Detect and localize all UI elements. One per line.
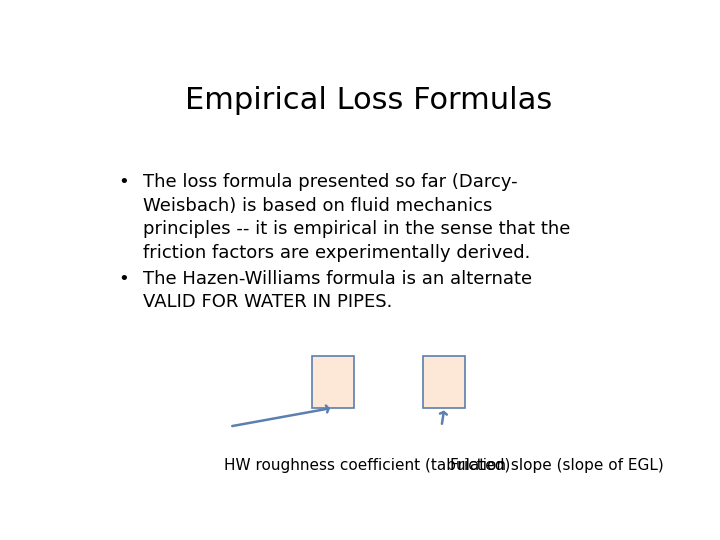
FancyBboxPatch shape	[312, 356, 354, 408]
Text: VALID FOR WATER IN PIPES.: VALID FOR WATER IN PIPES.	[143, 294, 392, 312]
Text: Weisbach) is based on fluid mechanics: Weisbach) is based on fluid mechanics	[143, 197, 492, 214]
Text: friction factors are experimentally derived.: friction factors are experimentally deri…	[143, 244, 531, 262]
Text: Empirical Loss Formulas: Empirical Loss Formulas	[185, 85, 553, 114]
Text: principles -- it is empirical in the sense that the: principles -- it is empirical in the sen…	[143, 220, 570, 238]
Text: Friction slope (slope of EGL): Friction slope (slope of EGL)	[450, 458, 664, 472]
Text: •: •	[118, 173, 129, 191]
Text: HW roughness coefficient (tabulated): HW roughness coefficient (tabulated)	[224, 458, 510, 472]
Text: •: •	[118, 270, 129, 288]
FancyBboxPatch shape	[423, 356, 465, 408]
Text: The Hazen-Williams formula is an alternate: The Hazen-Williams formula is an alterna…	[143, 270, 532, 288]
Text: The loss formula presented so far (Darcy-: The loss formula presented so far (Darcy…	[143, 173, 518, 191]
